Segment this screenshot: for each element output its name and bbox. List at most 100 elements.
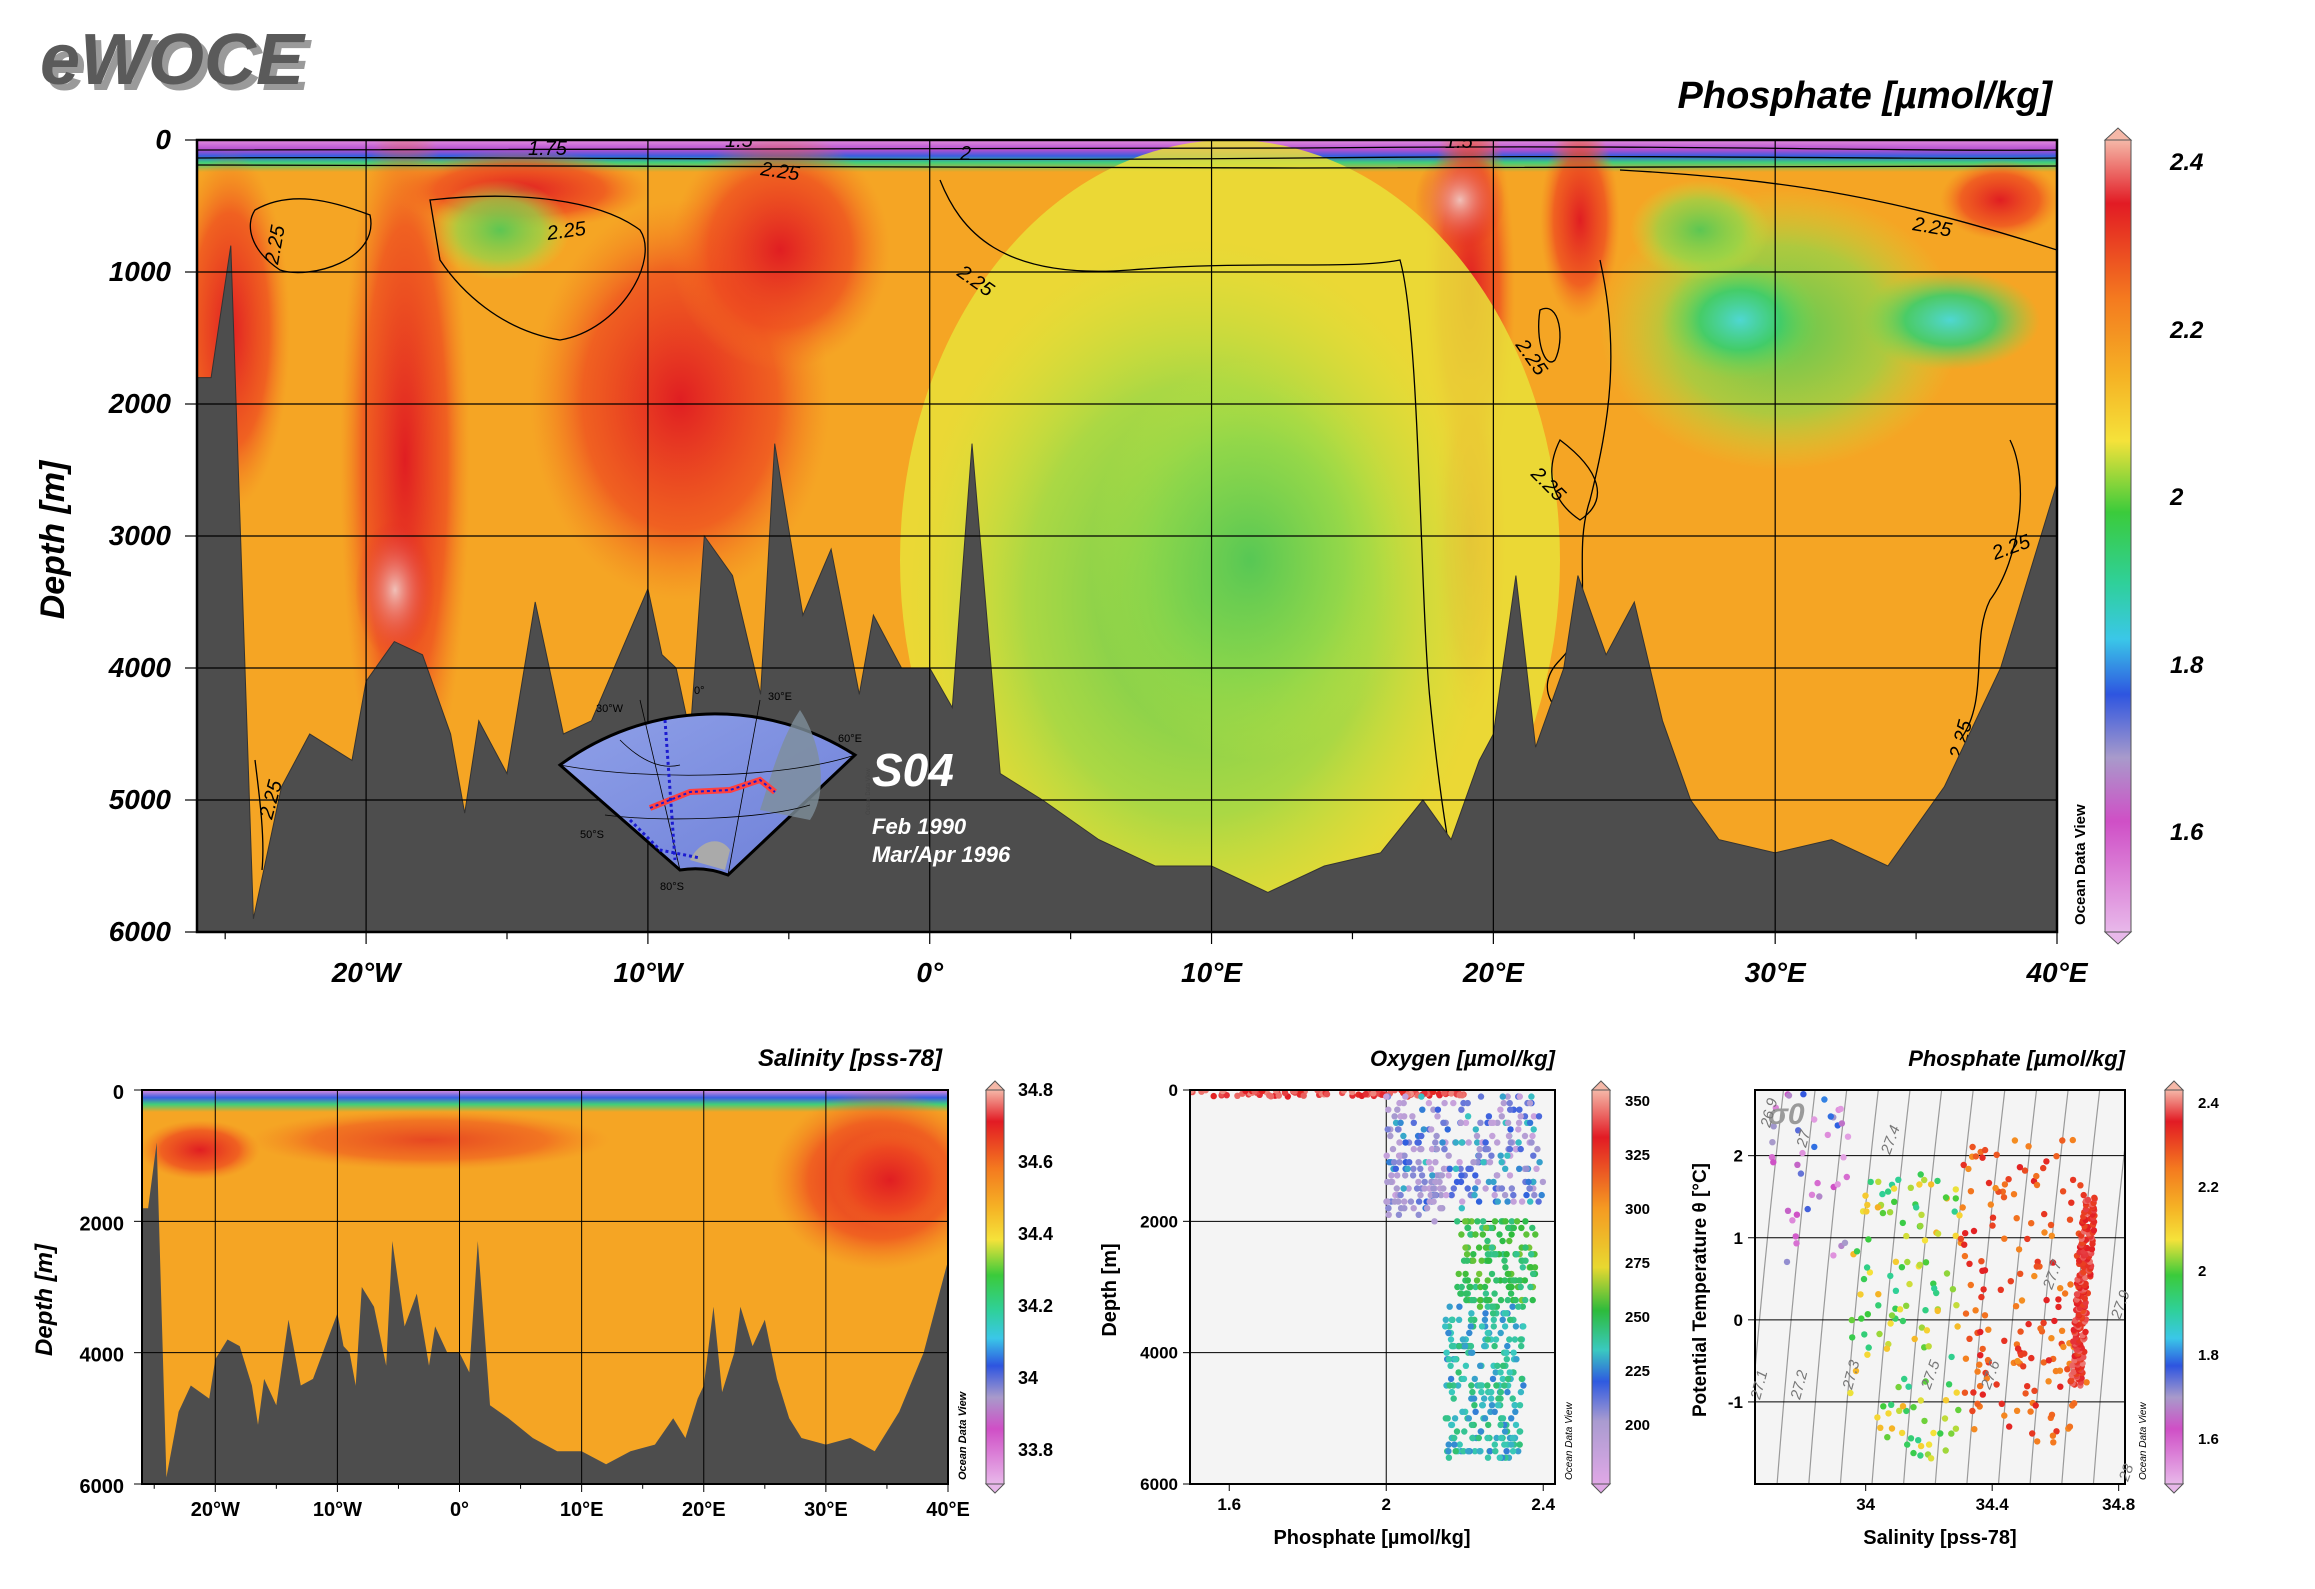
ts-point: [2032, 1402, 2039, 1409]
oxygen-point: [1484, 1434, 1491, 1442]
ts-point: [1863, 1264, 1871, 1271]
ts-point: [2078, 1375, 2085, 1382]
ts-point: [2043, 1158, 2050, 1165]
ts-point: [1962, 1310, 1970, 1317]
oxygen-point: [1528, 1139, 1535, 1146]
oxygen-point: [1433, 1145, 1441, 1153]
oxygen-point: [1462, 1270, 1469, 1278]
oxygen-point: [1513, 1251, 1520, 1258]
oxygen-point: [1494, 1198, 1502, 1205]
oxygen-point: [1513, 1356, 1520, 1363]
oxygen-point: [1518, 1224, 1525, 1232]
ts-point: [2053, 1153, 2060, 1160]
oxygen-point: [1445, 1152, 1452, 1159]
ts-point: [1789, 1217, 1796, 1224]
ts-point: [1989, 1222, 1996, 1229]
oxygen-point: [1428, 1126, 1435, 1133]
oxygen-point: [1472, 1126, 1480, 1133]
ts-point: [2068, 1199, 2075, 1206]
oxygen-point: [1456, 1159, 1463, 1166]
salinity-bathymetry: [142, 1142, 948, 1484]
oxygen-point: [1391, 1198, 1398, 1205]
ts-point: [1917, 1397, 1925, 1404]
oxygen-point: [1529, 1132, 1536, 1140]
oxygen-point: [1501, 1323, 1509, 1330]
x-tick-label: 10°W: [614, 957, 685, 988]
ts-point: [1848, 1316, 1856, 1324]
oxygen-point: [1386, 1159, 1393, 1166]
main-y-label: Depth [m]: [34, 459, 72, 619]
oxygen-point: [1517, 1145, 1524, 1153]
svg-text:Ocean Data View: Ocean Data View: [2138, 1402, 2149, 1480]
oxygen-point: [1452, 1356, 1459, 1363]
oxygen-point: [1483, 1145, 1490, 1153]
oxygen-point: [1401, 1198, 1408, 1205]
oxygen-point: [1448, 1421, 1455, 1429]
x-tick-label: 2: [1382, 1495, 1391, 1514]
ts-point: [1895, 1383, 1902, 1391]
oxygen-point: [1476, 1296, 1484, 1304]
ts-point: [1972, 1153, 1980, 1160]
oxygen-point: [1504, 1093, 1511, 1100]
oxygen-point: [1530, 1126, 1537, 1133]
ts-point: [2048, 1335, 2055, 1342]
svg-text:2: 2: [2198, 1263, 2206, 1280]
svg-text:1.5: 1.5: [725, 130, 754, 152]
oxygen-point: [1445, 1454, 1453, 1461]
ts-point: [2021, 1167, 2029, 1174]
y-tick-label: 1: [1734, 1229, 1743, 1248]
ts-point: [2073, 1291, 2081, 1298]
y-tick-label: 4000: [1140, 1344, 1178, 1363]
oxygen-point: [1501, 1382, 1508, 1389]
isopycnal: [1903, 1090, 1943, 1484]
oxygen-point: [1517, 1113, 1524, 1120]
oxygen-point: [1458, 1205, 1466, 1212]
svg-text:34.8: 34.8: [1018, 1080, 1053, 1100]
x-tick-label: 40°E: [926, 1499, 970, 1521]
oxygen-point: [1516, 1277, 1523, 1284]
oxygen-point: [1409, 1113, 1416, 1120]
x-tick-label: 30°E: [1745, 957, 1807, 988]
oxygen-point: [1472, 1283, 1479, 1291]
ts-point: [1867, 1178, 1874, 1186]
oxygen-point: [1464, 1099, 1471, 1107]
oxygen-point: [1508, 1218, 1516, 1225]
oxygen-point: [1413, 1185, 1421, 1192]
ts-point: [1793, 1211, 1801, 1218]
x-tick-label: 20°E: [1462, 957, 1525, 988]
oxygen-point: [1492, 1251, 1499, 1258]
oxygen-point: [1490, 1316, 1498, 1324]
oxygen-point: [1430, 1106, 1437, 1113]
ts-point: [1910, 1449, 1917, 1457]
oxygen-point: [1475, 1244, 1483, 1251]
ts-point: [1993, 1381, 2000, 1388]
oxygen-point: [1451, 1415, 1459, 1422]
oxygen-point: [1512, 1408, 1519, 1416]
ts-point: [1884, 1188, 1892, 1195]
ts-point: [2015, 1246, 2023, 1253]
svg-text:350: 350: [1625, 1093, 1650, 1110]
ts-point: [1972, 1307, 1979, 1314]
svg-text:1.5: 1.5: [1445, 131, 1474, 153]
oxygen-point: [1415, 1198, 1423, 1205]
oxygen-point: [1484, 1454, 1492, 1461]
oxygen-point: [1523, 1231, 1530, 1238]
oxygen-point: [1499, 1362, 1507, 1370]
oxygen-point: [1488, 1388, 1495, 1396]
ts-point: [1979, 1267, 1986, 1275]
ts-point: [1899, 1317, 1907, 1325]
oxygen-point: [1502, 1165, 1509, 1173]
oxygen-point: [1479, 1231, 1487, 1238]
ts-point: [1811, 1116, 1818, 1123]
ts-point: [1976, 1382, 1984, 1390]
oxygen-point: [1506, 1369, 1513, 1376]
ts-point: [1862, 1192, 1869, 1199]
ts-point: [1824, 1131, 1832, 1139]
oxygen-point: [1470, 1296, 1478, 1304]
oxygen-point: [1418, 1132, 1425, 1140]
oxygen-point: [1512, 1145, 1519, 1153]
ts-point: [1952, 1232, 1959, 1240]
oxygen-point: [1507, 1106, 1514, 1113]
ts-point: [1934, 1177, 1941, 1185]
ts-point: [2080, 1354, 2087, 1361]
